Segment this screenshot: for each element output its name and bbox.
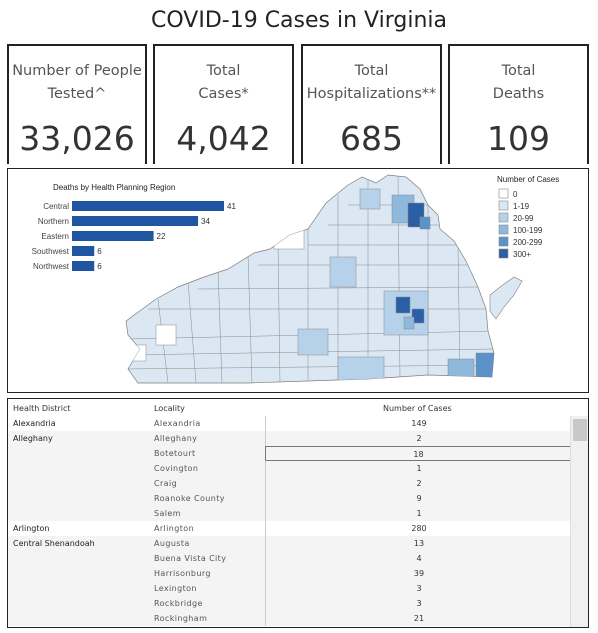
bar-value-label: 22 <box>157 232 166 241</box>
table-row[interactable]: Arlington Arlington 280 <box>8 521 572 536</box>
legend-swatch[interactable] <box>498 248 509 259</box>
cell-locality: Rockbridge <box>154 599 203 608</box>
table-row[interactable]: Roanoke County 9 <box>8 491 572 506</box>
table-row[interactable]: Covington 1 <box>8 461 572 476</box>
cell-locality: Arlington <box>154 524 195 533</box>
table-row[interactable]: Alleghany Alleghany 2 <box>8 431 572 446</box>
legend-title: Number of Cases <box>497 175 559 184</box>
kpi-deaths-label: Total Deaths <box>492 63 545 102</box>
kpi-cases-label: Total Cases* <box>198 63 249 102</box>
cell-number-of-cases: 9 <box>265 491 572 506</box>
legend-swatch[interactable] <box>498 224 509 235</box>
cell-locality: Lexington <box>154 584 197 593</box>
legend-label: 20-99 <box>513 214 534 223</box>
cell-locality: Botetourt <box>154 449 196 458</box>
table-row[interactable]: Alexandria Alexandria 149 <box>8 416 572 431</box>
cell-number-of-cases: 18 <box>265 446 572 461</box>
cell-number-of-cases: 280 <box>265 521 572 536</box>
map-panel: Deaths by Health Planning Region Central… <box>7 168 589 393</box>
header-locality[interactable]: Locality <box>154 404 185 413</box>
kpi-cases-value: 4,042 <box>176 119 271 158</box>
cell-health-district: Arlington <box>13 524 50 533</box>
map-legend: 0 1-19 20-99 100-199 200-299 300+ <box>498 188 543 259</box>
kpi-tested-label: Number of People Tested^ <box>12 63 142 102</box>
deaths-bar-chart: Central 41 Northern 34 Eastern 22 Southwest 6 No… <box>32 201 236 271</box>
cell-health-district: Alexandria <box>13 419 56 428</box>
cell-number-of-cases: 21 <box>265 611 572 626</box>
header-number-of-cases[interactable]: Number of Cases <box>383 404 452 413</box>
kpi-hospitalizations: Total Hospitalizations** 685 <box>301 44 442 164</box>
legend-swatch[interactable] <box>498 212 509 223</box>
cell-number-of-cases: 149 <box>265 416 572 431</box>
deaths-chart-title: Deaths by Health Planning Region <box>53 183 175 192</box>
bar-value-label: 34 <box>201 217 210 226</box>
cell-locality: Augusta <box>154 539 190 548</box>
cell-locality: Buena Vista City <box>154 554 227 563</box>
cell-number-of-cases: 39 <box>265 566 572 581</box>
kpi-cases: Total Cases* 4,042 <box>153 44 294 164</box>
kpi-deaths-value: 109 <box>487 119 550 158</box>
bar-category-label: Northern <box>38 217 69 226</box>
table-row[interactable]: Lexington 3 <box>8 581 572 596</box>
deaths-bar[interactable] <box>72 216 199 226</box>
bar-category-label: Central <box>43 202 69 211</box>
header-health-district[interactable]: Health District <box>13 404 71 413</box>
cell-number-of-cases: 13 <box>265 536 572 551</box>
cell-locality: Salem <box>154 509 181 518</box>
table-row[interactable]: Rockingham 21 <box>8 611 572 626</box>
legend-label: 300+ <box>513 250 531 259</box>
legend-label: 100-199 <box>513 226 543 235</box>
table-row[interactable]: Harrisonburg 39 <box>8 566 572 581</box>
table-row[interactable]: Central Shenandoah Augusta 13 <box>8 536 572 551</box>
cell-locality: Alexandria <box>154 419 201 428</box>
cell-number-of-cases: 1 <box>265 461 572 476</box>
bar-value-label: 6 <box>97 247 102 256</box>
table-row[interactable]: Rockbridge 3 <box>8 596 572 611</box>
bar-category-label: Eastern <box>41 232 69 241</box>
cell-number-of-cases: 3 <box>265 596 572 611</box>
cell-health-district: Alleghany <box>13 434 53 443</box>
deaths-bar[interactable] <box>72 261 95 271</box>
table-header: Health District Locality Number of Cases <box>8 399 572 416</box>
cell-locality: Roanoke County <box>154 494 225 503</box>
cell-number-of-cases: 1 <box>265 506 572 521</box>
table-scrollbar[interactable] <box>570 416 588 627</box>
bar-category-label: Southwest <box>32 247 70 256</box>
kpi-tested: Number of People Tested^ 33,026 <box>7 44 147 164</box>
virginia-map[interactable]: Deaths by Health Planning Region Central… <box>8 169 589 393</box>
table-row[interactable]: Salem 1 <box>8 506 572 521</box>
cases-table: Health District Locality Number of Cases… <box>7 398 589 628</box>
scrollbar-thumb[interactable] <box>573 419 587 441</box>
table-row[interactable]: Botetourt 18 <box>8 446 572 461</box>
legend-swatch[interactable] <box>498 236 509 247</box>
bar-value-label: 41 <box>227 202 236 211</box>
legend-swatch[interactable] <box>498 200 509 211</box>
bar-value-label: 6 <box>97 262 102 271</box>
cell-locality: Alleghany <box>154 434 198 443</box>
cell-locality: Craig <box>154 479 178 488</box>
cell-number-of-cases: 3 <box>265 581 572 596</box>
legend-swatch[interactable] <box>498 188 509 199</box>
legend-label: 200-299 <box>513 238 543 247</box>
legend-label: 1-19 <box>513 202 530 211</box>
table-row[interactable]: Buena Vista City 4 <box>8 551 572 566</box>
cell-number-of-cases: 2 <box>265 476 572 491</box>
kpi-hospitalizations-label: Total Hospitalizations** <box>306 63 437 102</box>
deaths-bar[interactable] <box>72 231 154 241</box>
cell-locality: Rockingham <box>154 614 208 623</box>
cell-health-district: Central Shenandoah <box>13 539 95 548</box>
deaths-bar[interactable] <box>72 201 224 211</box>
table-row[interactable]: Craig 2 <box>8 476 572 491</box>
cell-locality: Covington <box>154 464 199 473</box>
cell-locality: Harrisonburg <box>154 569 211 578</box>
kpi-deaths: Total Deaths 109 <box>448 44 589 164</box>
cell-number-of-cases: 4 <box>265 551 572 566</box>
dashboard-title: COVID-19 Cases in Virginia <box>151 8 447 33</box>
deaths-bar[interactable] <box>72 246 95 256</box>
kpi-tested-value: 33,026 <box>19 119 135 158</box>
cell-number-of-cases: 2 <box>265 431 572 446</box>
kpi-hospitalizations-value: 685 <box>340 119 403 158</box>
bar-category-label: Northwest <box>33 262 70 271</box>
legend-label: 0 <box>513 190 518 199</box>
